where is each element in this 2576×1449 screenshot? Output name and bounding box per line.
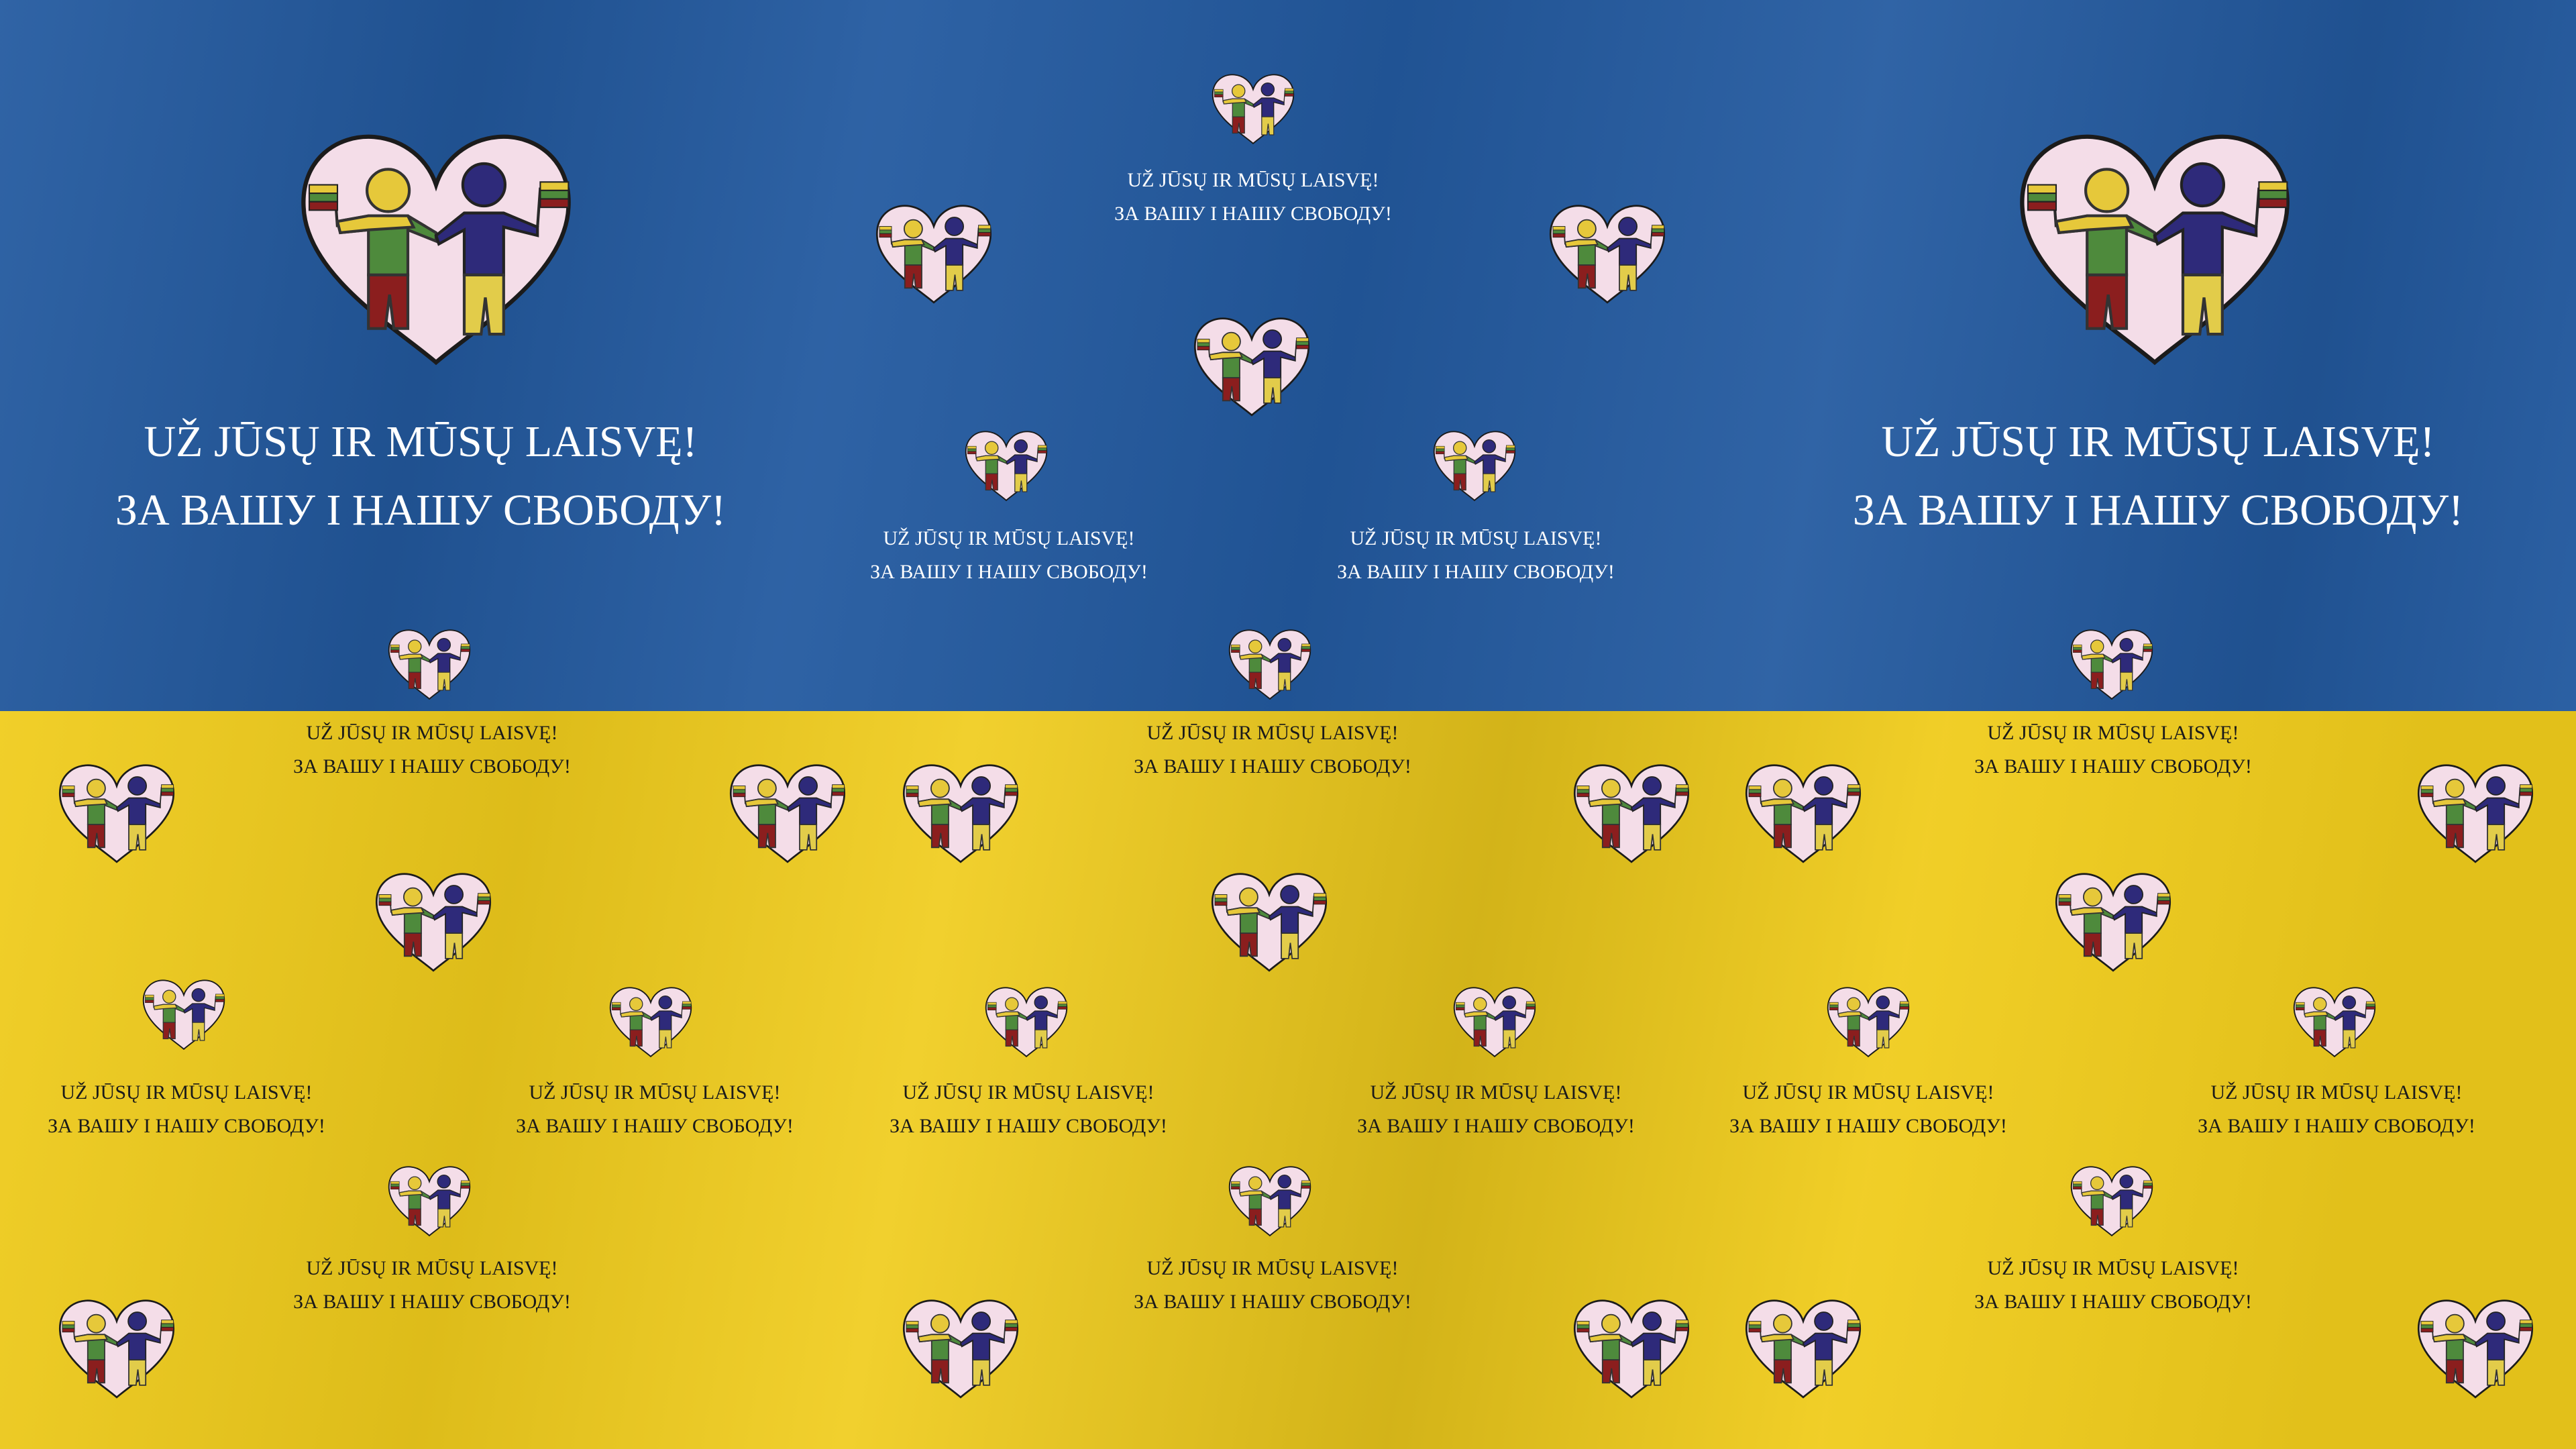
slogan-line-lithuanian: UŽ JŪSŲ IR MŪSŲ LAISVĘ!: [144, 417, 698, 466]
slogan-line-lithuanian: UŽ JŪSŲ IR MŪSŲ LAISVĘ!: [1146, 1257, 1399, 1279]
slogan-line-lithuanian: UŽ JŪSŲ IR MŪSŲ LAISVĘ!: [1987, 722, 2239, 744]
slogan-line-lithuanian: UŽ JŪSŲ IR MŪSŲ LAISVĘ!: [2210, 1081, 2463, 1104]
slogan-line-ukrainian: ЗА ВАШУ І НАШУ СВОБОДУ!: [1357, 1114, 1635, 1137]
slogan-line-lithuanian: UŽ JŪSŲ IR MŪSŲ LAISVĘ!: [1350, 527, 1602, 549]
heart-with-two-figures-icon: [373, 871, 494, 973]
heart-with-two-figures-icon: [1210, 72, 1296, 146]
heart-with-two-figures-icon: [56, 1297, 177, 1400]
slogan-line-ukrainian: ЗА ВАШУ І НАШУ СВОБОДУ!: [1852, 486, 2464, 535]
slogan-line-lithuanian: UŽ JŪSŲ IR MŪSŲ LAISVĘ!: [1987, 1257, 2239, 1279]
slogan-text: UŽ JŪSŲ IR MŪSŲ LAISVĘ! ЗА ВАШУ І НАШУ СВ…: [1114, 164, 1392, 230]
slogan-text: UŽ JŪSŲ IR MŪSŲ LAISVĘ! ЗА ВАШУ І НАШУ СВ…: [1337, 522, 1615, 588]
heart-with-two-figures-icon: [608, 985, 694, 1059]
slogan-line-lithuanian: UŽ JŪSŲ IR MŪSŲ LAISVĘ!: [306, 722, 558, 744]
heart-with-two-figures-icon: [900, 1297, 1021, 1400]
heart-with-two-figures-icon: [1743, 1297, 1864, 1400]
heart-with-two-figures-icon: [1209, 871, 1330, 973]
heart-with-two-figures-icon: [1571, 762, 1692, 865]
heart-with-two-figures-icon: [1452, 985, 1538, 1059]
slogan-line-ukrainian: ЗА ВАШУ І НАШУ СВОБОДУ!: [1729, 1114, 2007, 1137]
heart-with-two-figures-icon: [2014, 129, 2296, 368]
slogan-line-lithuanian: UŽ JŪSŲ IR MŪSŲ LAISVĘ!: [529, 1081, 781, 1104]
slogan-line-ukrainian: ЗА ВАШУ І НАШУ СВОБОДУ!: [1134, 755, 1411, 777]
slogan-text: UŽ JŪSŲ IR MŪSŲ LAISVĘ! ЗА ВАШУ І НАШУ СВ…: [293, 716, 571, 783]
heart-with-two-figures-icon: [727, 762, 848, 865]
slogan-text: UŽ JŪSŲ IR MŪSŲ LAISVĘ! ЗА ВАШУ І НАШУ СВ…: [870, 522, 1148, 588]
slogan-line-ukrainian: ЗА ВАШУ І НАШУ СВОБОДУ!: [516, 1114, 794, 1137]
heart-with-two-figures-icon: [1227, 628, 1313, 701]
slogan-line-lithuanian: UŽ JŪSŲ IR MŪSŲ LAISVĘ!: [1881, 417, 2435, 466]
slogan-line-ukrainian: ЗА ВАШУ І НАШУ СВОБОДУ!: [2198, 1114, 2475, 1137]
slogan-text: UŽ JŪSŲ IR MŪSŲ LAISVĘ! ЗА ВАШУ І НАШУ СВ…: [1974, 716, 2252, 783]
slogan-line-lithuanian: UŽ JŪSŲ IR MŪSŲ LAISVĘ!: [1127, 169, 1379, 191]
heart-with-two-figures-icon: [2053, 871, 2174, 973]
slogan-text: UŽ JŪSŲ IR MŪSŲ LAISVĘ! ЗА ВАШУ І НАШУ СВ…: [1974, 1252, 2252, 1318]
slogan-line-lithuanian: UŽ JŪSŲ IR MŪSŲ LAISVĘ!: [902, 1081, 1155, 1104]
slogan-line-lithuanian: UŽ JŪSŲ IR MŪSŲ LAISVĘ!: [1742, 1081, 1994, 1104]
slogan-text: UŽ JŪSŲ IR MŪSŲ LAISVĘ! ЗА ВАШУ І НАШУ СВ…: [1853, 408, 2463, 545]
slogan-line-ukrainian: ЗА ВАШУ І НАШУ СВОБОДУ!: [870, 560, 1148, 583]
slogan-text: UŽ JŪSŲ IR MŪSŲ LAISVĘ! ЗА ВАШУ І НАШУ СВ…: [1134, 716, 1411, 783]
slogan-text: UŽ JŪSŲ IR MŪSŲ LAISVĘ! ЗА ВАШУ І НАШУ СВ…: [293, 1252, 571, 1318]
slogan-text: UŽ JŪSŲ IR MŪSŲ LAISVĘ! ЗА ВАШУ І НАШУ СВ…: [2198, 1076, 2475, 1142]
heart-with-two-figures-icon: [900, 762, 1021, 865]
heart-with-two-figures-icon: [386, 628, 472, 701]
heart-with-two-figures-icon: [1227, 1165, 1313, 1238]
slogan-line-lithuanian: UŽ JŪSŲ IR MŪSŲ LAISVĘ!: [1146, 722, 1399, 744]
heart-with-two-figures-icon: [2292, 985, 2377, 1059]
slogan-text: UŽ JŪSŲ IR MŪSŲ LAISVĘ! ЗА ВАШУ І НАШУ СВ…: [1729, 1076, 2007, 1142]
slogan-text: UŽ JŪSŲ IR MŪSŲ LAISVĘ! ЗА ВАШУ І НАШУ СВ…: [890, 1076, 1167, 1142]
heart-with-two-figures-icon: [963, 429, 1049, 502]
heart-with-two-figures-icon: [56, 762, 177, 865]
slogan-line-ukrainian: ЗА ВАШУ І НАШУ СВОБОДУ!: [1114, 202, 1392, 225]
heart-with-two-figures-icon: [1547, 203, 1668, 305]
slogan-line-lithuanian: UŽ JŪSŲ IR MŪSŲ LAISVĘ!: [883, 527, 1135, 549]
heart-with-two-figures-icon: [386, 1165, 472, 1238]
slogan-line-lithuanian: UŽ JŪSŲ IR MŪSŲ LAISVĘ!: [1370, 1081, 1622, 1104]
heart-with-two-figures-icon: [1432, 429, 1517, 502]
slogan-text: UŽ JŪSŲ IR MŪSŲ LAISVĘ! ЗА ВАШУ І НАШУ СВ…: [1357, 1076, 1635, 1142]
slogan-line-ukrainian: ЗА ВАШУ І НАШУ СВОБОДУ!: [1974, 1290, 2252, 1313]
slogan-text: UŽ JŪSŲ IR MŪSŲ LAISVĘ! ЗА ВАШУ І НАШУ СВ…: [48, 1076, 325, 1142]
heart-with-two-figures-icon: [2069, 1165, 2155, 1238]
slogan-line-ukrainian: ЗА ВАШУ І НАШУ СВОБОДУ!: [293, 755, 571, 777]
heart-with-two-figures-icon: [2415, 1297, 2536, 1400]
heart-with-two-figures-icon: [2069, 628, 2155, 701]
heart-with-two-figures-icon: [295, 129, 577, 368]
slogan-text: UŽ JŪSŲ IR MŪSŲ LAISVĘ! ЗА ВАШУ І НАШУ СВ…: [516, 1076, 794, 1142]
slogan-line-ukrainian: ЗА ВАШУ І НАШУ СВОБОДУ!: [1337, 560, 1615, 583]
heart-with-two-figures-icon: [1743, 762, 1864, 865]
heart-with-two-figures-icon: [873, 203, 994, 305]
slogan-text: UŽ JŪSŲ IR MŪSŲ LAISVĘ! ЗА ВАШУ І НАШУ СВ…: [1134, 1252, 1411, 1318]
slogan-line-ukrainian: ЗА ВАШУ І НАШУ СВОБОДУ!: [1134, 1290, 1411, 1313]
slogan-line-ukrainian: ЗА ВАШУ І НАШУ СВОБОДУ!: [48, 1114, 325, 1137]
slogan-line-ukrainian: ЗА ВАШУ І НАШУ СВОБОДУ!: [890, 1114, 1167, 1137]
heart-with-two-figures-icon: [1825, 985, 1911, 1059]
heart-with-two-figures-icon: [2415, 762, 2536, 865]
slogan-line-lithuanian: UŽ JŪSŲ IR MŪSŲ LAISVĘ!: [306, 1257, 558, 1279]
slogan-line-ukrainian: ЗА ВАШУ І НАШУ СВОБОДУ!: [293, 1290, 571, 1313]
heart-with-two-figures-icon: [141, 978, 227, 1051]
heart-with-two-figures-icon: [1571, 1297, 1692, 1400]
slogan-text: UŽ JŪSŲ IR MŪSŲ LAISVĘ! ЗА ВАШУ І НАШУ СВ…: [115, 408, 726, 545]
slogan-line-ukrainian: ЗА ВАШУ І НАШУ СВОБОДУ!: [1974, 755, 2252, 777]
heart-with-two-figures-icon: [1191, 315, 1312, 418]
flag-yellow-band: [0, 711, 2576, 1449]
heart-with-two-figures-icon: [983, 985, 1069, 1059]
slogan-line-ukrainian: ЗА ВАШУ І НАШУ СВОБОДУ!: [115, 486, 727, 535]
slogan-line-lithuanian: UŽ JŪSŲ IR MŪSŲ LAISVĘ!: [60, 1081, 313, 1104]
